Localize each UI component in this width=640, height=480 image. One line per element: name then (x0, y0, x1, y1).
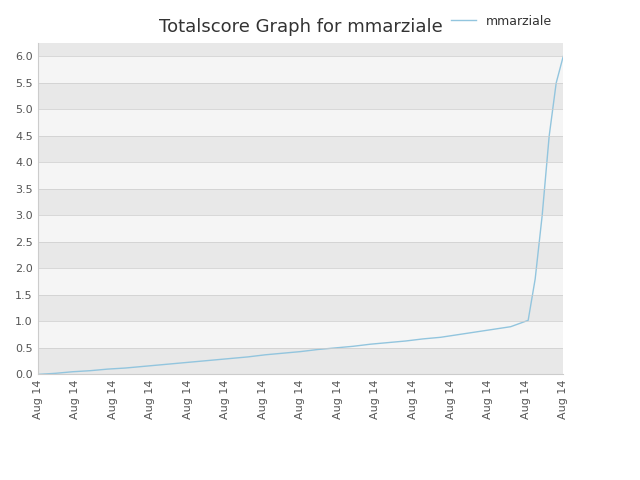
mmarziale (314, 347, 322, 352)
Bar (38, 348, 563, 374)
Bar (38, 83, 563, 109)
Bar (38, 268, 563, 295)
mmarziale (227, 356, 234, 361)
mmarziale (384, 340, 392, 346)
Bar (38, 189, 563, 216)
mmarziale (122, 365, 129, 371)
mmarziale (209, 357, 217, 363)
mmarziale (524, 317, 532, 323)
Bar (38, 43, 563, 57)
mmarziale (472, 329, 479, 335)
mmarziale (104, 366, 111, 372)
Bar (38, 295, 563, 322)
mmarziale (156, 362, 164, 368)
mmarziale (454, 332, 462, 337)
mmarziale (296, 349, 304, 355)
mmarziale (552, 80, 560, 86)
mmarziale (531, 276, 539, 282)
mmarziale (436, 335, 444, 340)
mmarziale (490, 326, 497, 332)
mmarziale (538, 213, 546, 218)
mmarziale (402, 338, 410, 344)
mmarziale (191, 359, 199, 365)
mmarziale (139, 363, 147, 369)
mmarziale (244, 354, 252, 360)
Bar (38, 322, 563, 348)
Legend: mmarziale: mmarziale (446, 10, 557, 33)
Bar (38, 136, 563, 162)
mmarziale (332, 345, 339, 351)
Line: mmarziale: mmarziale (38, 57, 563, 374)
mmarziale (559, 54, 567, 60)
mmarziale (367, 341, 374, 347)
Title: Totalscore Graph for mmarziale: Totalscore Graph for mmarziale (159, 18, 442, 36)
mmarziale (279, 350, 287, 356)
Bar (38, 242, 563, 268)
mmarziale (262, 352, 269, 358)
mmarziale (545, 133, 553, 139)
mmarziale (34, 372, 42, 377)
Bar (38, 216, 563, 242)
mmarziale (174, 360, 182, 366)
mmarziale (86, 368, 94, 373)
mmarziale (419, 336, 427, 342)
Bar (38, 57, 563, 83)
Bar (38, 109, 563, 136)
mmarziale (349, 343, 357, 349)
mmarziale (69, 369, 77, 374)
Bar (38, 162, 563, 189)
mmarziale (51, 371, 59, 376)
mmarziale (507, 324, 515, 330)
